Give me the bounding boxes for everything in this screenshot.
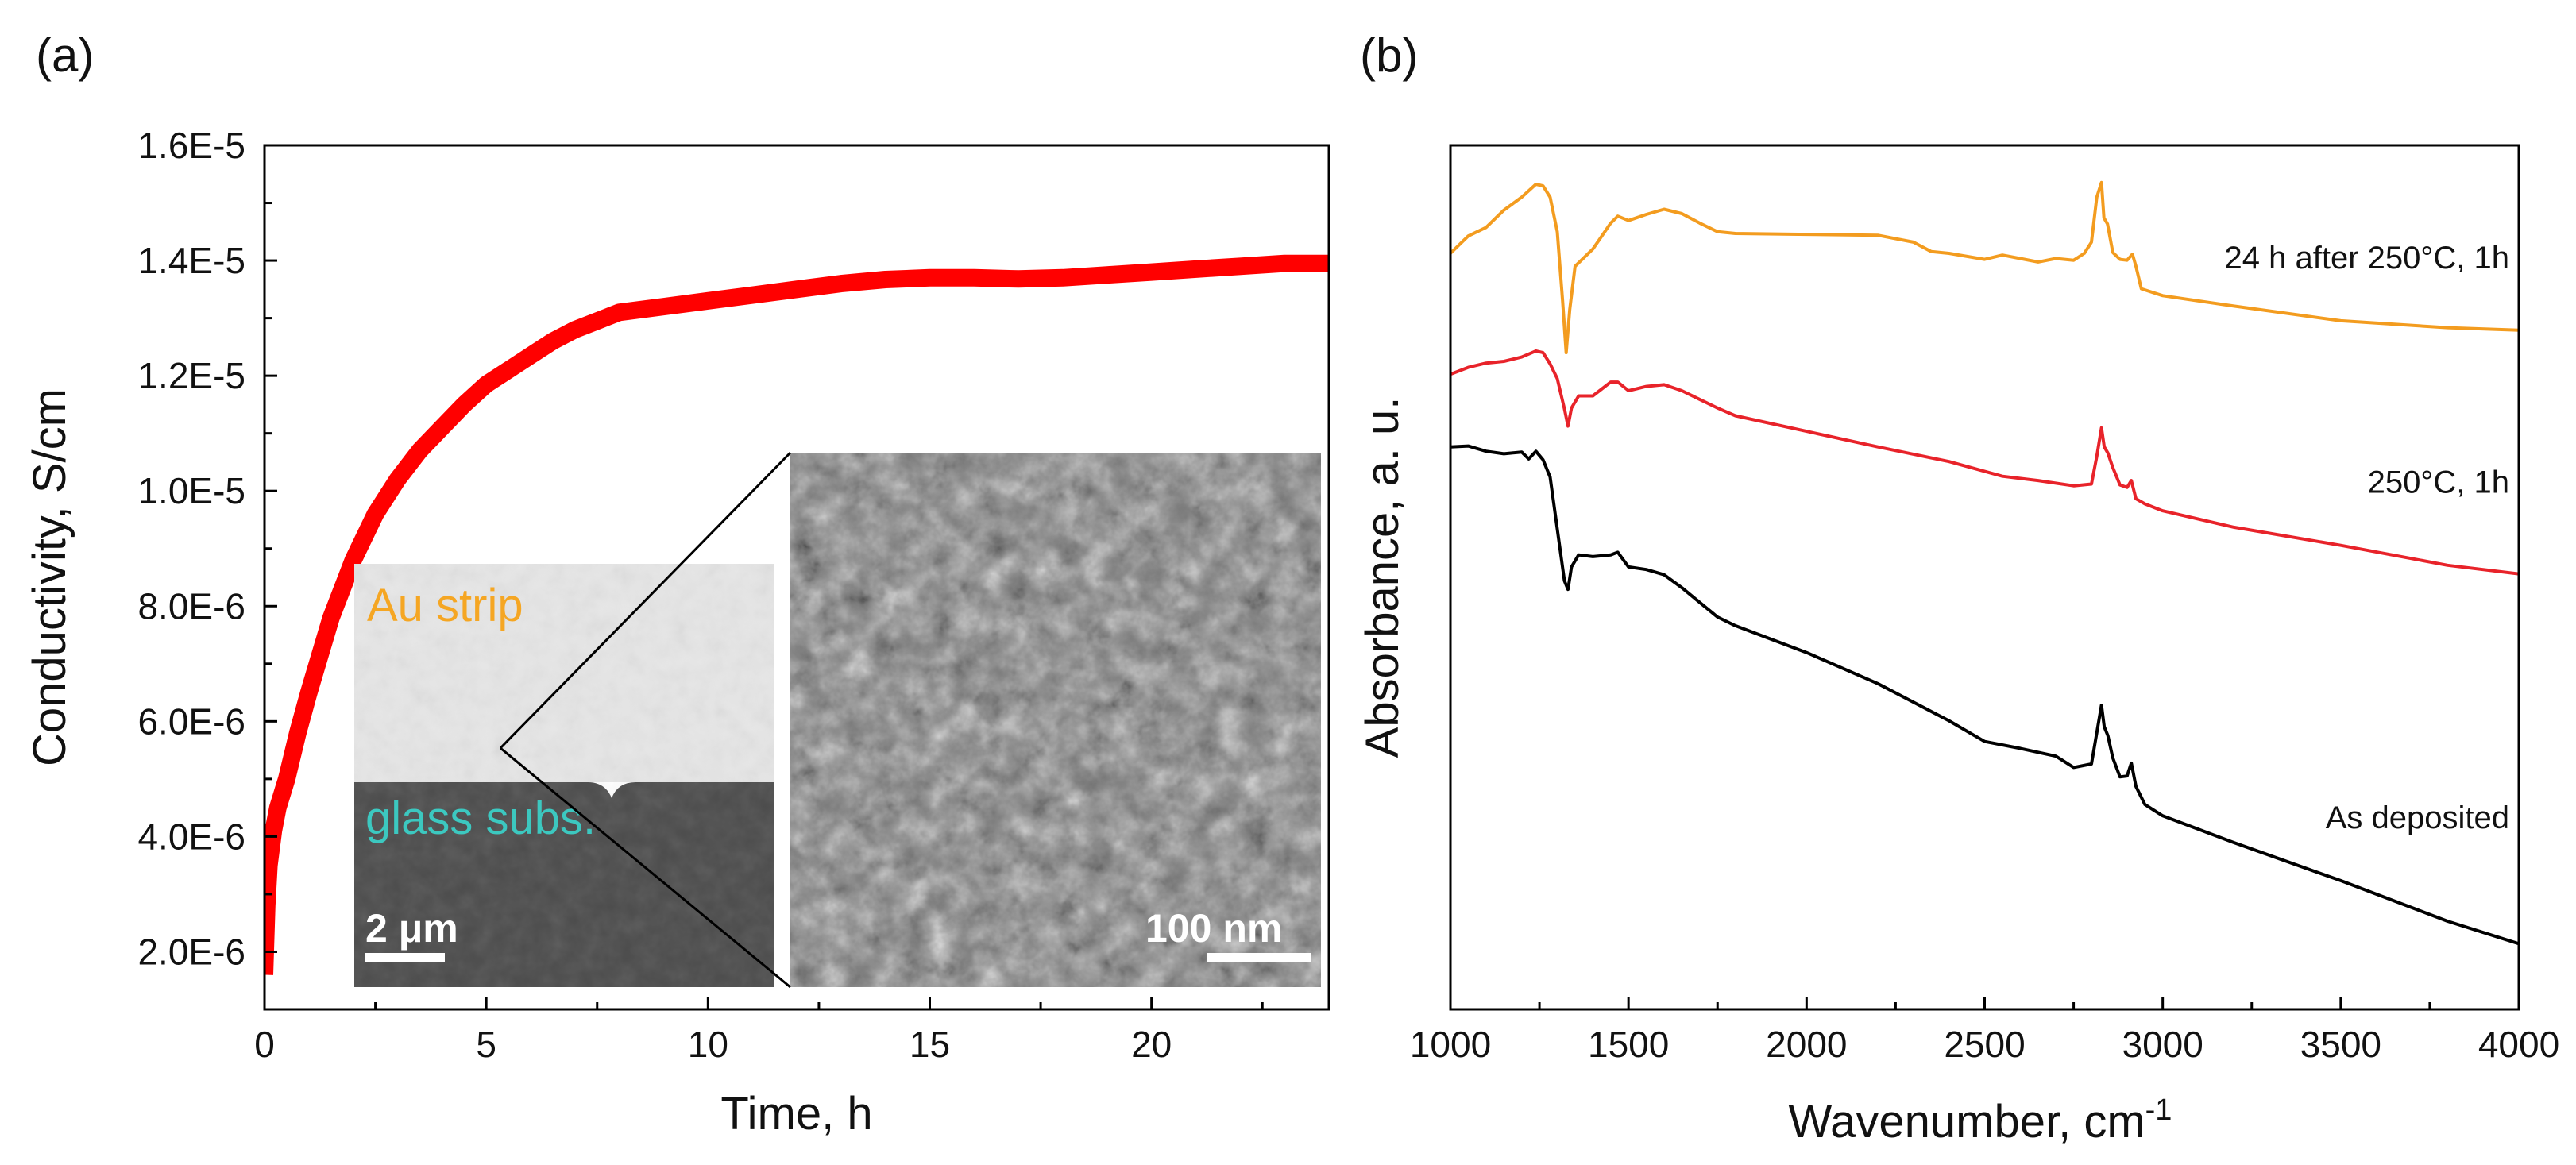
- inset-right-sem: 100 nm: [790, 453, 1321, 987]
- x-tick-label-a: 5: [476, 1024, 496, 1065]
- x-tick-label-b: 1000: [1410, 1024, 1491, 1065]
- y-axis-label-b: Absorbance, a. u.: [1357, 397, 1408, 758]
- zoom-line-bottom: [500, 746, 791, 989]
- y-tick-label-a: 2.0E-6: [137, 931, 245, 972]
- panel-a-label: (a): [36, 29, 94, 82]
- x-tick-label-b: 3500: [2300, 1024, 2381, 1065]
- x-tick-label-a: 15: [910, 1024, 950, 1065]
- series-label-b-0: 24 h after 250°C, 1h: [2225, 241, 2509, 276]
- y-tick-label-a: 1.2E-5: [137, 355, 245, 396]
- series-line-b-1: [1450, 349, 2519, 576]
- y-tick-label-a: 1.0E-5: [137, 470, 245, 511]
- x-tick-label-a: 10: [688, 1024, 728, 1065]
- y-tick-label-a: 6.0E-6: [137, 700, 245, 742]
- y-tick-label-a: 4.0E-6: [137, 816, 245, 857]
- zoom-line-top: [499, 451, 792, 750]
- panel-b-chart: 24 h after 250°C, 1h 250°C, 1h As deposite…: [1357, 144, 2559, 1148]
- inset-left-scale-bar: [365, 953, 445, 962]
- y-tick-label-a: 8.0E-6: [137, 585, 245, 627]
- panel-a-chart: Au strip glass subs. 2 μm 100 nm 0 5 10 15 2…: [24, 125, 1330, 1140]
- y-axis-label-a: Conductivity, S/cm: [24, 388, 75, 766]
- inset-left-sem: Au strip glass subs. 2 μm: [354, 564, 774, 987]
- inset-au-strip-label: Au strip: [367, 580, 523, 631]
- x-axis-label-a: Time, h: [720, 1088, 872, 1140]
- x-tick-label-b: 1500: [1588, 1024, 1669, 1065]
- panel-b-label: (b): [1360, 29, 1418, 82]
- x-tick-label-b: 2500: [1944, 1024, 2025, 1065]
- series-line-a-0: [265, 254, 1329, 975]
- y-tick-label-a: 1.6E-5: [137, 125, 245, 166]
- x-tick-label-a: 20: [1131, 1024, 1172, 1065]
- x-tick-label-a: 0: [254, 1024, 275, 1065]
- x-tick-label-b: 3000: [2122, 1024, 2203, 1065]
- axes-frame-a: [263, 144, 1330, 1011]
- x-axis-label-b-superscript: -1: [2145, 1094, 2172, 1127]
- x-tick-label-b: 4000: [2478, 1024, 2559, 1065]
- series-label-b-2: As deposited: [2326, 800, 2509, 835]
- inset-left-scale-text: 2 μm: [365, 906, 458, 951]
- x-tick-label-b: 2000: [1766, 1024, 1847, 1065]
- inset-right-scale-text: 100 nm: [1145, 906, 1282, 951]
- series-label-b-1: 250°C, 1h: [2368, 465, 2509, 500]
- x-axis-label-b-text: Wavenumber, cm: [1789, 1096, 2145, 1148]
- inset-glass-subs-label: glass subs.: [365, 793, 596, 844]
- inset-right-scale-bar: [1207, 953, 1311, 962]
- x-axis-label-b: Wavenumber, cm-1: [1789, 1094, 2172, 1148]
- series-line-b-0: [1450, 180, 2519, 355]
- y-tick-label-a: 1.4E-5: [137, 240, 245, 281]
- series-line-b-2: [1450, 444, 2519, 946]
